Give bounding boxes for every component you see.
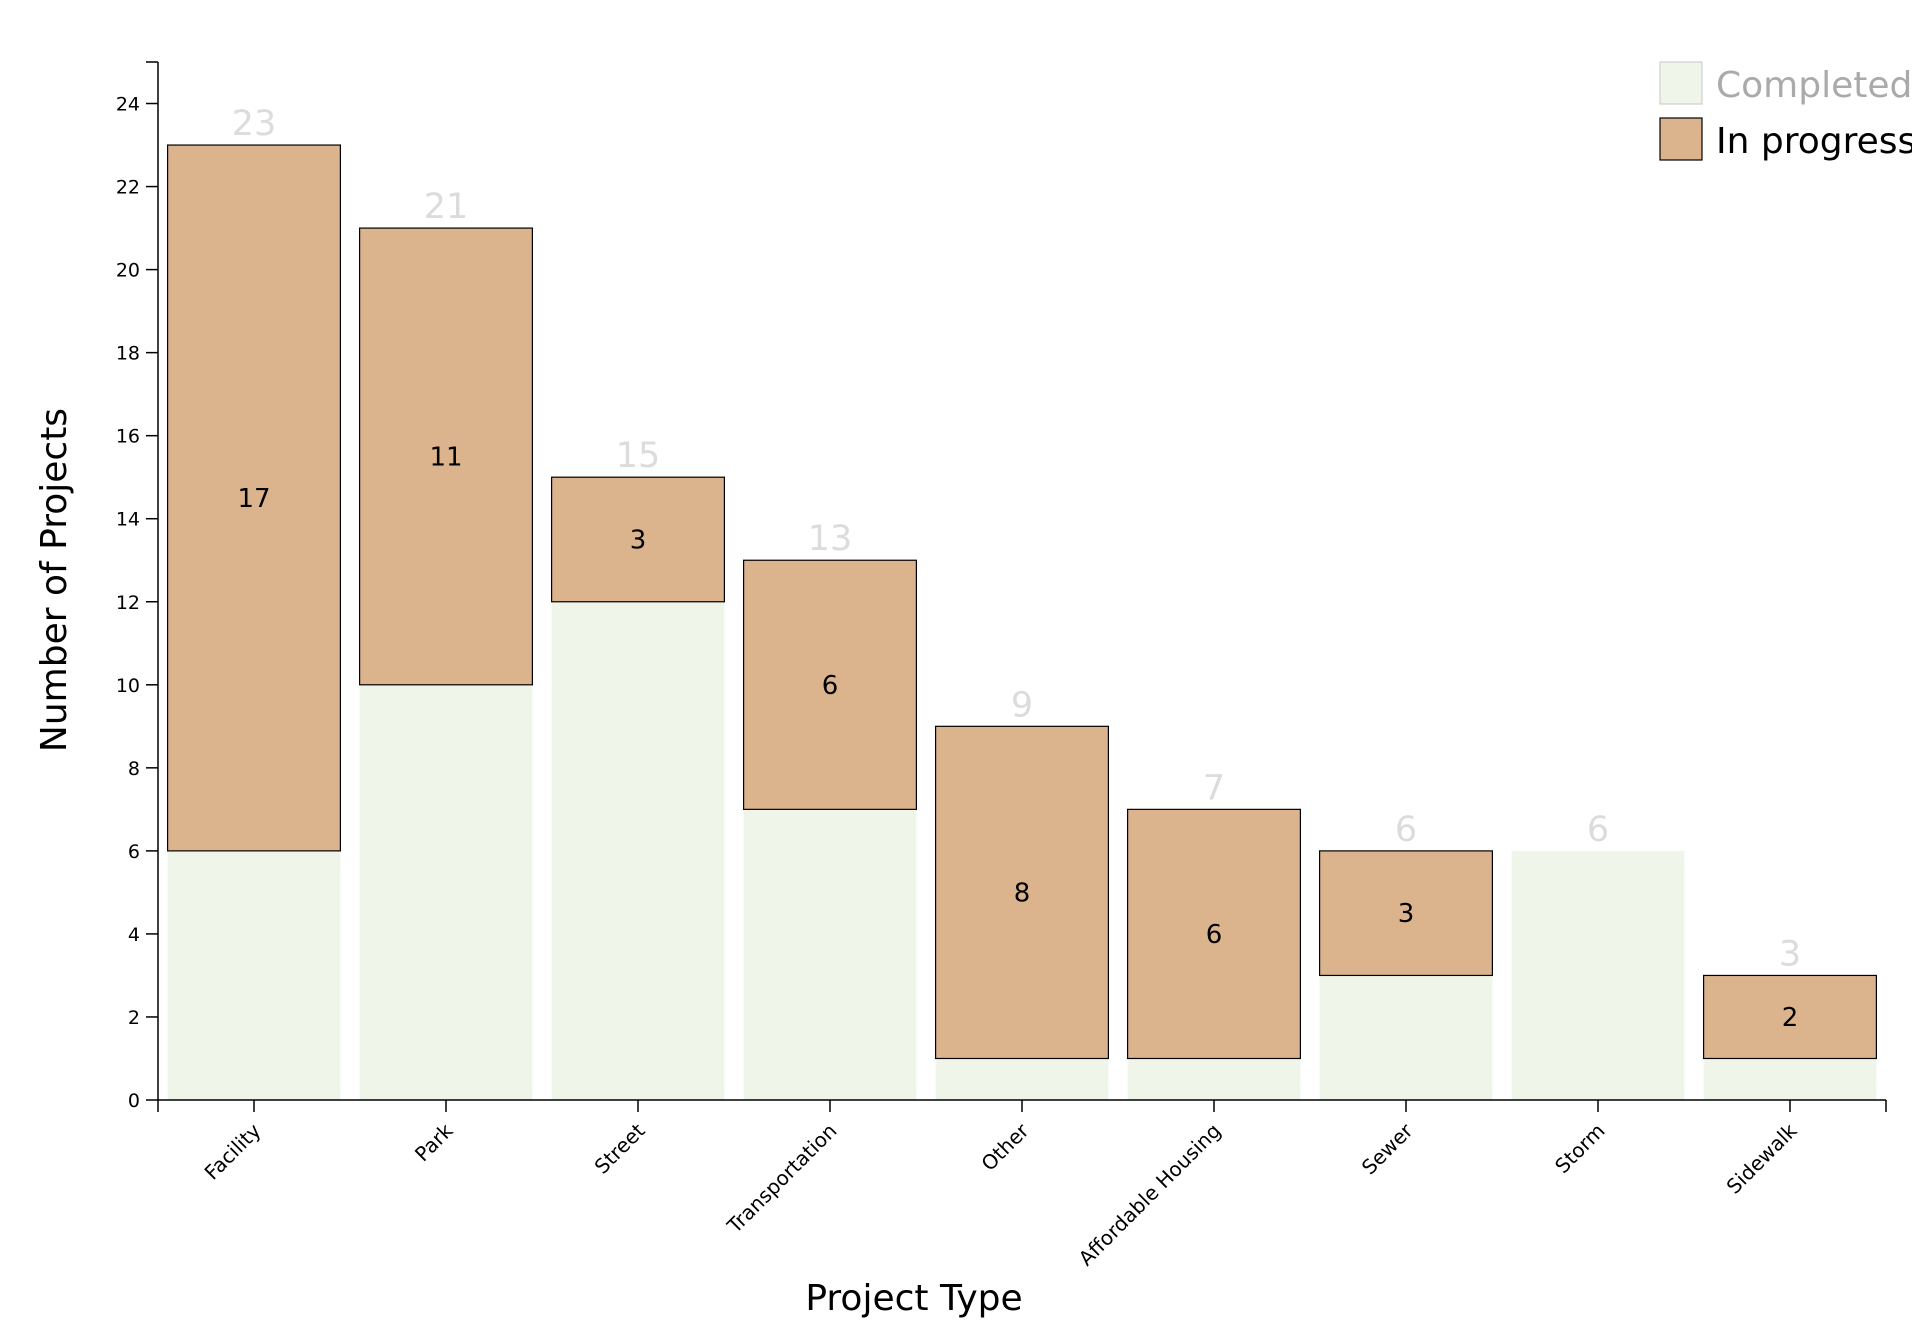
bar-completed-affordable-housing	[1127, 1058, 1301, 1100]
y-tick-label: 24	[116, 94, 140, 116]
segment-labels-layer: 17 11 3 6 8 6 3 2	[237, 442, 1798, 1033]
bar-in-progress-street	[550, 476, 725, 603]
bar-completed-sewer	[1319, 975, 1493, 1100]
bar-total-label: 6	[1395, 810, 1417, 850]
bar-total-label: 7	[1203, 768, 1225, 808]
y-tick-label: 14	[116, 509, 140, 531]
bar-total-label: 9	[1011, 685, 1033, 725]
bar-completed-sidewalk	[1703, 1058, 1877, 1100]
bar-in-progress-sidewalk	[1702, 974, 1877, 1060]
bar-completed-other	[935, 1058, 1109, 1100]
bar-total-label: 6	[1587, 810, 1609, 850]
y-tick-label: 16	[116, 426, 140, 448]
segment-value-label: 2	[1782, 1003, 1799, 1033]
x-tick-label-facility: Facility	[200, 1118, 266, 1184]
bar-completed-facility	[167, 850, 341, 1100]
y-tick-label: 22	[116, 177, 140, 199]
bar-in-progress-park	[359, 227, 534, 686]
bar-in-progress-affordable-housing	[1126, 808, 1301, 1060]
x-tick-label-street: Street	[590, 1118, 650, 1178]
y-tick-label: 12	[116, 592, 140, 614]
segment-value-label: 17	[237, 484, 270, 514]
bar-completed-street	[551, 601, 725, 1100]
bar-total-label: 21	[424, 187, 469, 227]
legend: Completed In progress	[1659, 61, 1912, 162]
x-tick-label-sewer: Sewer	[1357, 1118, 1418, 1179]
x-axis: Facility Park Street Transportation Other Aff…	[157, 1099, 1887, 1271]
bar-in-progress-facility	[167, 144, 342, 852]
x-tick-label-affordable-housing: Affordable Housing	[1074, 1119, 1226, 1271]
y-tick-label: 0	[128, 1090, 140, 1112]
segment-value-label: 6	[1206, 920, 1223, 950]
x-tick-label-sidewalk: Sidewalk	[1722, 1118, 1802, 1198]
x-tick-label-transportation: Transportation	[722, 1119, 842, 1239]
bar-in-progress-transportation	[742, 559, 917, 810]
x-axis-title: Project Type	[805, 1278, 1022, 1319]
y-tick-label: 20	[116, 260, 140, 282]
bar-total-label: 13	[808, 519, 853, 559]
segment-value-label: 6	[822, 671, 839, 701]
segment-value-label: 11	[429, 442, 462, 472]
bar-completed-park	[359, 684, 533, 1100]
bar-in-progress-sewer	[1318, 850, 1493, 977]
bar-completed-transportation	[743, 809, 917, 1100]
segment-value-label: 3	[1398, 899, 1415, 929]
y-tick-label: 6	[128, 841, 140, 863]
x-tick-label-park: Park	[410, 1118, 458, 1166]
legend-swatch-completed	[1659, 61, 1703, 105]
legend-label-in-progress: In progress	[1716, 121, 1912, 162]
bar-total-label: 15	[616, 436, 661, 476]
bar-in-progress-other	[934, 725, 1109, 1060]
legend-swatch-in-progress	[1659, 117, 1703, 161]
x-tick-label-storm: Storm	[1550, 1119, 1609, 1178]
total-labels-layer: 23 21 15 13 9 7 6 6 3	[232, 104, 1801, 974]
bars-layer	[167, 144, 1877, 1100]
y-tick-label: 2	[128, 1007, 140, 1029]
x-tick-label-other: Other	[976, 1118, 1034, 1176]
y-tick-label: 4	[128, 924, 140, 946]
segment-value-label: 3	[630, 525, 647, 555]
bar-completed-storm	[1511, 850, 1685, 1100]
y-tick-label: 10	[116, 675, 140, 697]
y-axis-title: Number of Projects	[34, 408, 75, 752]
bar-total-label: 3	[1779, 934, 1801, 974]
y-tick-label: 18	[116, 343, 140, 365]
y-tick-label: 8	[128, 758, 140, 780]
legend-label-completed: Completed	[1716, 65, 1912, 106]
segment-value-label: 8	[1014, 878, 1031, 908]
bar-total-label: 23	[232, 104, 277, 144]
